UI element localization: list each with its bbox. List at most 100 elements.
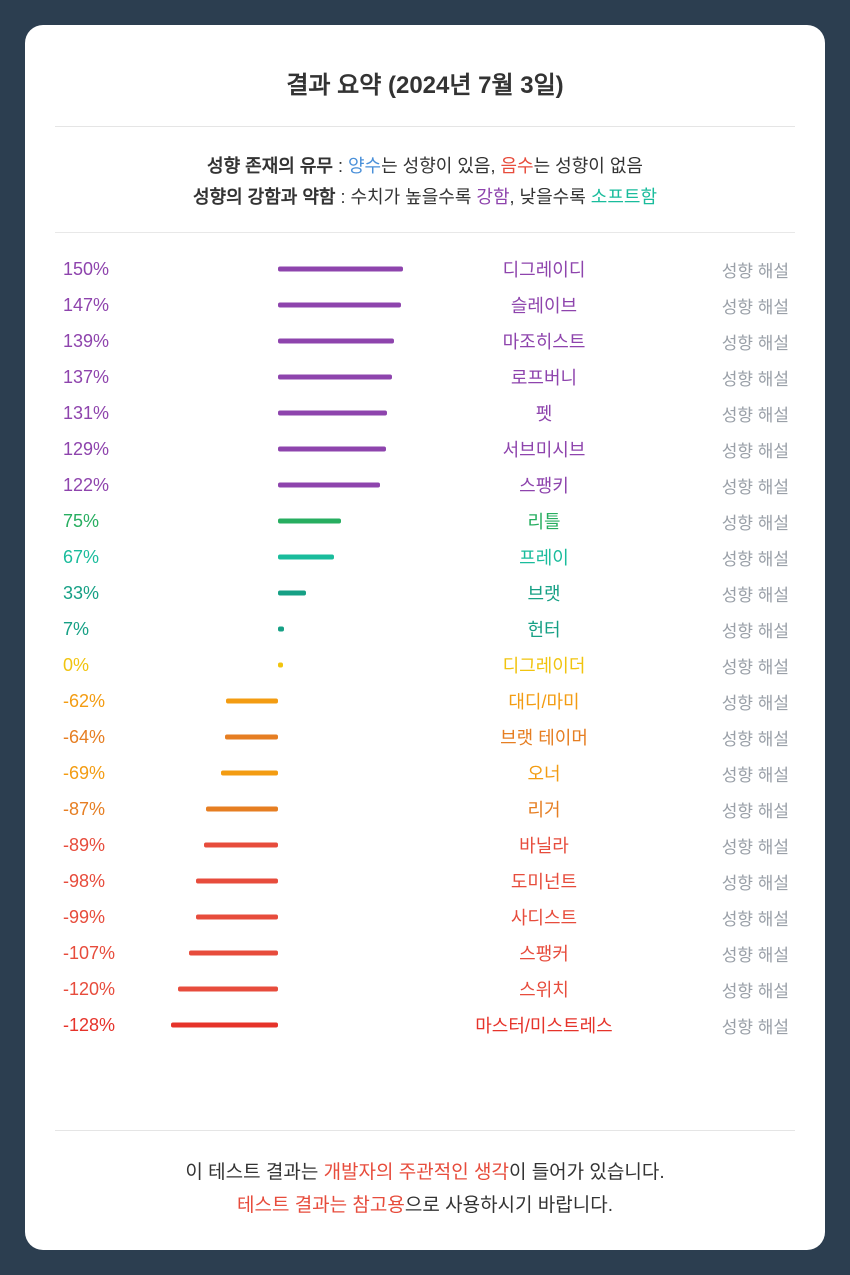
row-name: 도미넌트 [411, 868, 677, 894]
explain-link[interactable]: 성향 해설 [685, 293, 795, 318]
bar-cell [153, 863, 403, 899]
explain-link[interactable]: 성향 해설 [685, 689, 795, 714]
bar [278, 303, 401, 308]
chart-row: 0%디그레이더성향 해설 [55, 647, 795, 683]
bar-cell [153, 323, 403, 359]
chart-row: 7%헌터성향 해설 [55, 611, 795, 647]
bar [189, 951, 278, 956]
explain-link[interactable]: 성향 해설 [685, 401, 795, 426]
row-percent: 131% [55, 403, 145, 424]
explain-link[interactable]: 성향 해설 [685, 437, 795, 462]
row-name: 스팽키 [411, 472, 677, 498]
explain-link[interactable]: 성향 해설 [685, 257, 795, 282]
chart-row: -99%사디스트성향 해설 [55, 899, 795, 935]
explain-link[interactable]: 성향 해설 [685, 581, 795, 606]
row-percent: 137% [55, 367, 145, 388]
explain-link[interactable]: 성향 해설 [685, 365, 795, 390]
bar-cell [153, 647, 403, 683]
legend-soft: 소프트함 [591, 187, 657, 207]
row-name: 스위치 [411, 976, 677, 1002]
chart-row: -64%브랫 테이머성향 해설 [55, 719, 795, 755]
bar-cell [153, 359, 403, 395]
explain-link[interactable]: 성향 해설 [685, 905, 795, 930]
row-name: 리거 [411, 796, 677, 822]
row-percent: 33% [55, 583, 145, 604]
chart-row: -62%대디/마미성향 해설 [55, 683, 795, 719]
row-percent: -64% [55, 727, 145, 748]
explain-link[interactable]: 성향 해설 [685, 761, 795, 786]
bar-cell [153, 575, 403, 611]
chart-row: -107%스팽커성향 해설 [55, 935, 795, 971]
explain-link[interactable]: 성향 해설 [685, 509, 795, 534]
row-percent: 147% [55, 295, 145, 316]
bar [178, 987, 278, 992]
page-title: 결과 요약 (2024년 7월 3일) [55, 65, 795, 127]
chart-row: 67% 프레이 성향 해설 [55, 539, 795, 575]
row-percent: 122% [55, 475, 145, 496]
explain-link[interactable]: 성향 해설 [685, 473, 795, 498]
bar [278, 519, 341, 524]
bar [278, 555, 334, 560]
row-name: 슬레이브 [411, 292, 677, 318]
row-percent: -87% [55, 799, 145, 820]
footer-note: 이 테스트 결과는 개발자의 주관적인 생각이 들어가 있습니다. 테스트 결과… [55, 1130, 795, 1222]
legend-line-2: 성향의 강함과 약함 : 수치가 높을수록 강함, 낮을수록 소프트함 [55, 182, 795, 213]
row-percent: -107% [55, 943, 145, 964]
chart-row: 129%서브미시브성향 해설 [55, 431, 795, 467]
bar-cell [153, 287, 403, 323]
bar [204, 843, 278, 848]
chart-row: 150% 디그레이디 성향 해설 [55, 251, 795, 287]
bar-cell [153, 899, 403, 935]
explain-link[interactable]: 성향 해설 [685, 797, 795, 822]
row-percent: 0% [55, 655, 145, 676]
explain-link[interactable]: 성향 해설 [685, 1013, 795, 1038]
explain-link[interactable]: 성향 해설 [685, 941, 795, 966]
row-percent: -99% [55, 907, 145, 928]
explain-link[interactable]: 성향 해설 [685, 545, 795, 570]
bar [278, 663, 283, 668]
row-percent: 75% [55, 511, 145, 532]
bar [278, 375, 392, 380]
chart-row: 137% 로프버니 성향 해설 [55, 359, 795, 395]
explain-link[interactable]: 성향 해설 [685, 869, 795, 894]
chart-row: 147% 슬레이브 성향 해설 [55, 287, 795, 323]
legend-strong: 강함 [476, 187, 509, 207]
row-name: 프레이 [411, 544, 677, 570]
explain-link[interactable]: 성향 해설 [685, 977, 795, 1002]
row-name: 바닐라 [411, 832, 677, 858]
chart-row: -69%오너성향 해설 [55, 755, 795, 791]
explain-link[interactable]: 성향 해설 [685, 653, 795, 678]
bar [171, 1023, 278, 1028]
row-percent: 7% [55, 619, 145, 640]
chart-row: 33% 브랫 성향 해설 [55, 575, 795, 611]
bar-cell [153, 1007, 403, 1043]
row-name: 오너 [411, 760, 677, 786]
chart-row: -98% 도미넌트 성향 해설 [55, 863, 795, 899]
row-name: 마스터/미스트레스 [411, 1012, 677, 1038]
row-name: 브랫 [411, 580, 677, 606]
chart-row: 75% 리틀 성향 해설 [55, 503, 795, 539]
result-chart: 150%디그레이디성향 해설147%슬레이브성향 해설139%마조히스트성향 해… [55, 233, 795, 1130]
legend-positive: 양수 [348, 156, 381, 176]
bar-cell [153, 503, 403, 539]
explain-link[interactable]: 성향 해설 [685, 617, 795, 642]
explain-link[interactable]: 성향 해설 [685, 725, 795, 750]
row-percent: 67% [55, 547, 145, 568]
row-name: 리틀 [411, 508, 677, 534]
legend-label-strength: 성향의 강함과 약함 [193, 187, 335, 207]
explain-link[interactable]: 성향 해설 [685, 329, 795, 354]
row-percent: -120% [55, 979, 145, 1000]
row-name: 디그레이디 [411, 256, 677, 282]
bar [196, 915, 279, 920]
explain-link[interactable]: 성향 해설 [685, 833, 795, 858]
footer-highlight-2: 테스트 결과는 참고용 [237, 1195, 405, 1216]
legend-negative: 음수 [500, 156, 533, 176]
row-percent: 150% [55, 259, 145, 280]
row-percent: -62% [55, 691, 145, 712]
chart-row: -128%마스터/미스트레스성향 해설 [55, 1007, 795, 1043]
legend-label-existence: 성향 존재의 유무 [207, 156, 333, 176]
bar [206, 807, 279, 812]
row-name: 로프버니 [411, 364, 677, 390]
bar-cell [153, 467, 403, 503]
row-percent: -98% [55, 871, 145, 892]
